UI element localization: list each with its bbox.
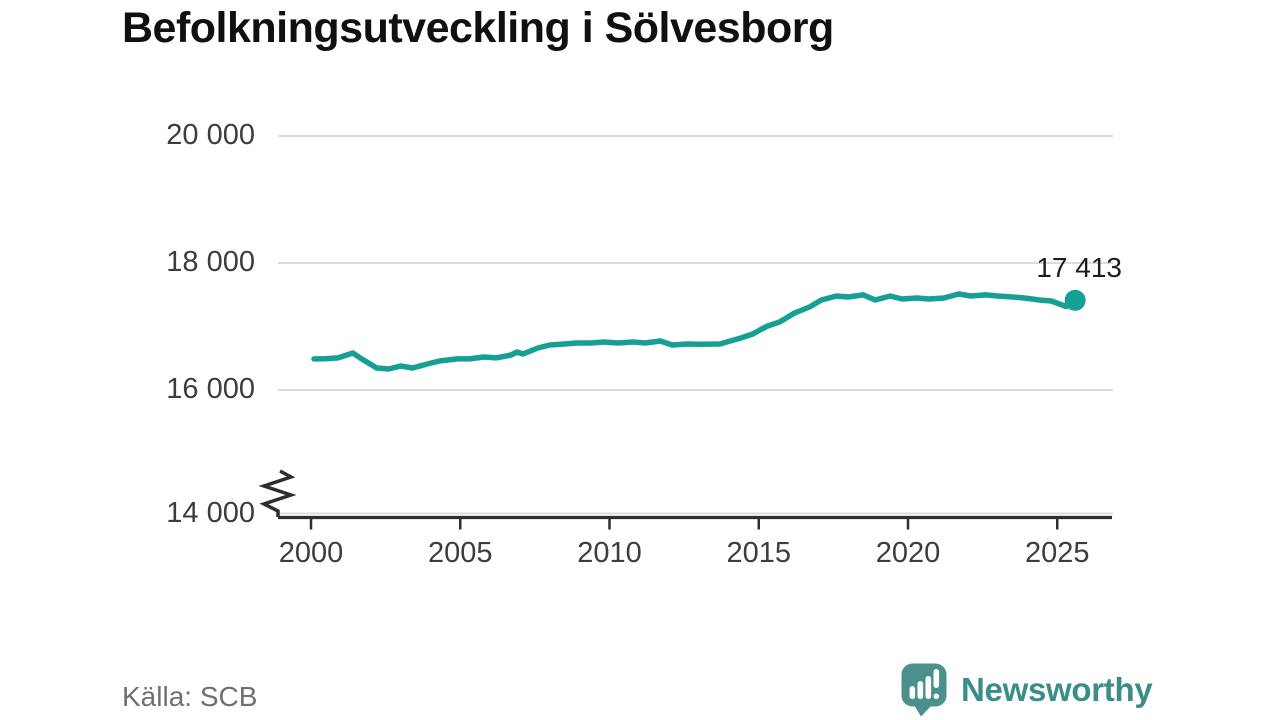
y-axis-label: 20 000 bbox=[166, 119, 255, 151]
y-axis-label: 14 000 bbox=[166, 496, 255, 529]
x-axis-label: 2010 bbox=[577, 537, 642, 569]
x-axis-label: 2025 bbox=[1024, 537, 1090, 569]
newsworthy-logo: Newsworthy bbox=[901, 663, 1153, 717]
series-end-dot bbox=[1064, 289, 1086, 311]
y-axis-label: 18 000 bbox=[166, 246, 255, 278]
population-series-line bbox=[311, 291, 1078, 372]
end-value-label: 17 413 bbox=[1036, 252, 1122, 283]
newsworthy-logo-icon bbox=[901, 663, 947, 717]
newsworthy-wordmark: Newsworthy bbox=[961, 671, 1153, 708]
chart-title: Befolkningsutveckling i Sölvesborg bbox=[122, 4, 834, 52]
y-axis-break-icon bbox=[258, 469, 297, 517]
x-axis-label: 2000 bbox=[278, 537, 344, 569]
x-axis-label: 2020 bbox=[875, 537, 941, 569]
x-axis-label: 2015 bbox=[726, 537, 791, 569]
source-caption: Källa: SCB bbox=[122, 681, 258, 712]
y-axis-label: 16 000 bbox=[166, 373, 255, 405]
x-axis-label: 2005 bbox=[427, 537, 493, 569]
